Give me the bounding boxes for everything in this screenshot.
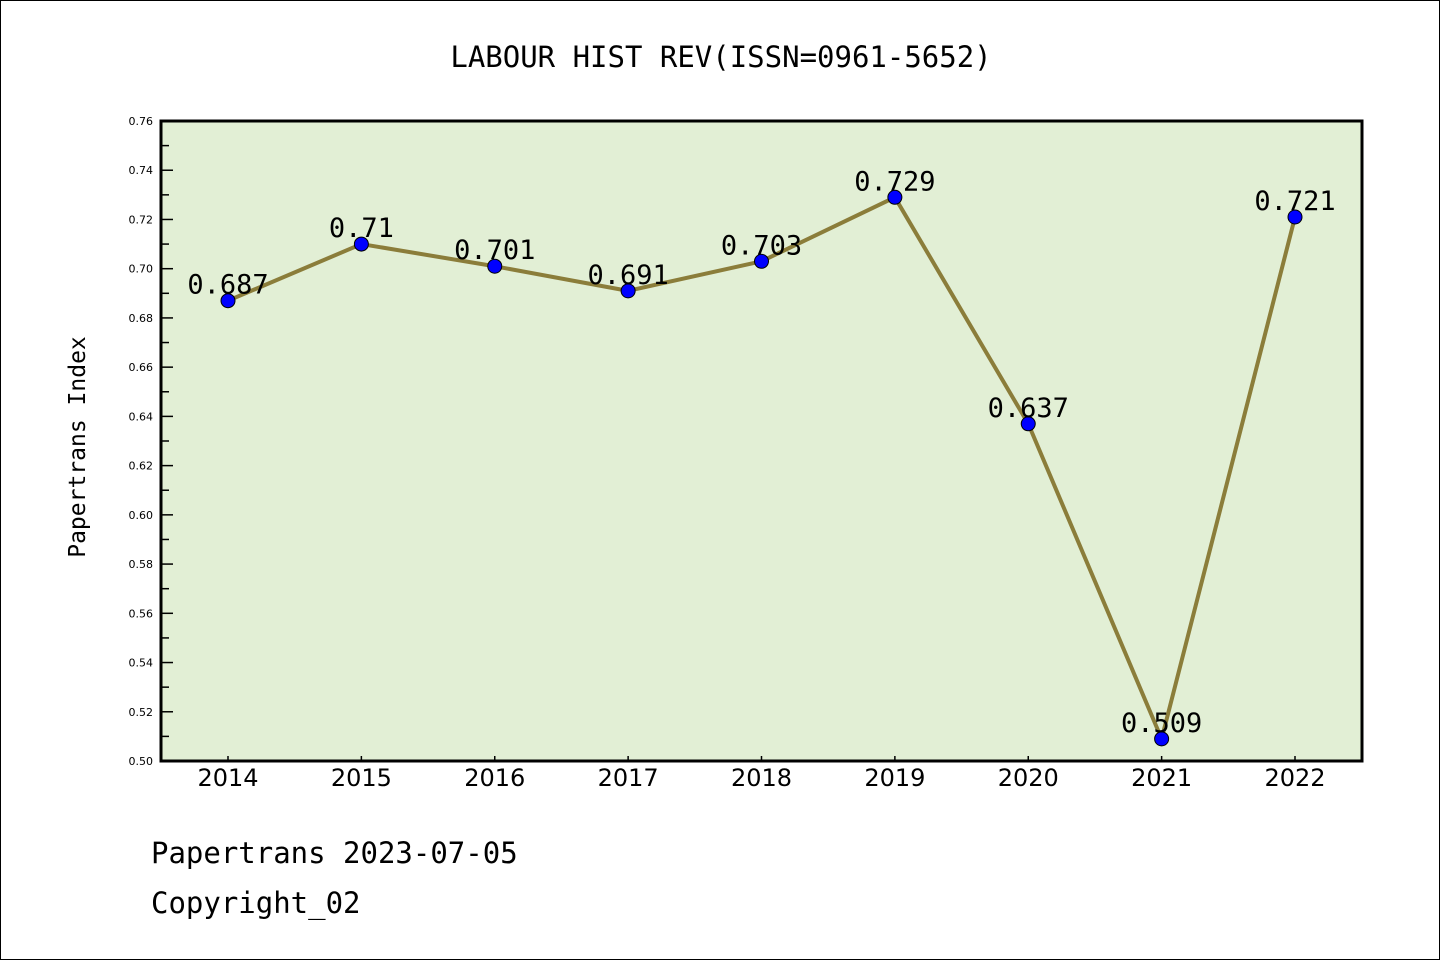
y-tick-label: 0.74	[129, 164, 154, 177]
x-tick-label: 2018	[731, 764, 792, 792]
y-tick-label: 0.58	[129, 558, 154, 571]
y-tick-label: 0.60	[129, 509, 154, 522]
data-point	[1287, 209, 1303, 225]
y-tick-label: 0.52	[129, 706, 154, 719]
data-label: 0.71	[329, 213, 394, 244]
y-tick-label: 0.54	[129, 657, 154, 670]
chart-title: LABOUR HIST REV(ISSN=0961-5652)	[450, 40, 991, 74]
data-label: 0.721	[1254, 186, 1335, 217]
x-tick-label: 2021	[1131, 764, 1192, 792]
y-tick-label: 0.56	[129, 607, 154, 620]
data-label: 0.637	[988, 393, 1069, 424]
x-tick-label: 2020	[998, 764, 1059, 792]
y-tick-label: 0.66	[129, 361, 154, 374]
data-label: 0.729	[854, 166, 935, 197]
y-tick-label: 0.68	[129, 312, 154, 325]
footer-date: Papertrans 2023-07-05	[151, 836, 518, 870]
data-point	[620, 283, 636, 299]
data-label: 0.703	[721, 230, 802, 261]
y-tick-label: 0.64	[129, 410, 154, 423]
x-tick-label: 2017	[598, 764, 659, 792]
data-point	[754, 253, 769, 269]
data-label: 0.701	[454, 235, 535, 266]
x-tick-label: 2019	[864, 764, 925, 792]
data-point	[1154, 731, 1170, 747]
x-tick-label: 2022	[1264, 764, 1325, 792]
y-tick-label: 0.62	[129, 460, 154, 473]
y-tick-label: 0.76	[129, 115, 154, 128]
data-point	[487, 258, 503, 274]
y-tick-label: 0.70	[129, 263, 154, 276]
x-tick-label: 2016	[464, 764, 525, 792]
data-label: 0.509	[1121, 708, 1202, 739]
footer-copyright: Copyright_02	[151, 886, 361, 920]
x-tick-label: 2015	[331, 764, 392, 792]
plot-area	[159, 119, 1364, 763]
data-label: 0.687	[187, 270, 268, 301]
x-tick-label: 2014	[197, 764, 258, 792]
data-point	[220, 293, 236, 309]
y-tick-label: 0.50	[129, 755, 154, 768]
data-label: 0.691	[587, 260, 668, 291]
y-tick-label: 0.72	[129, 213, 154, 226]
y-axis-label: Papertrans Index	[65, 336, 91, 558]
data-point	[887, 189, 903, 205]
data-point	[353, 236, 369, 252]
data-point	[1020, 416, 1036, 432]
